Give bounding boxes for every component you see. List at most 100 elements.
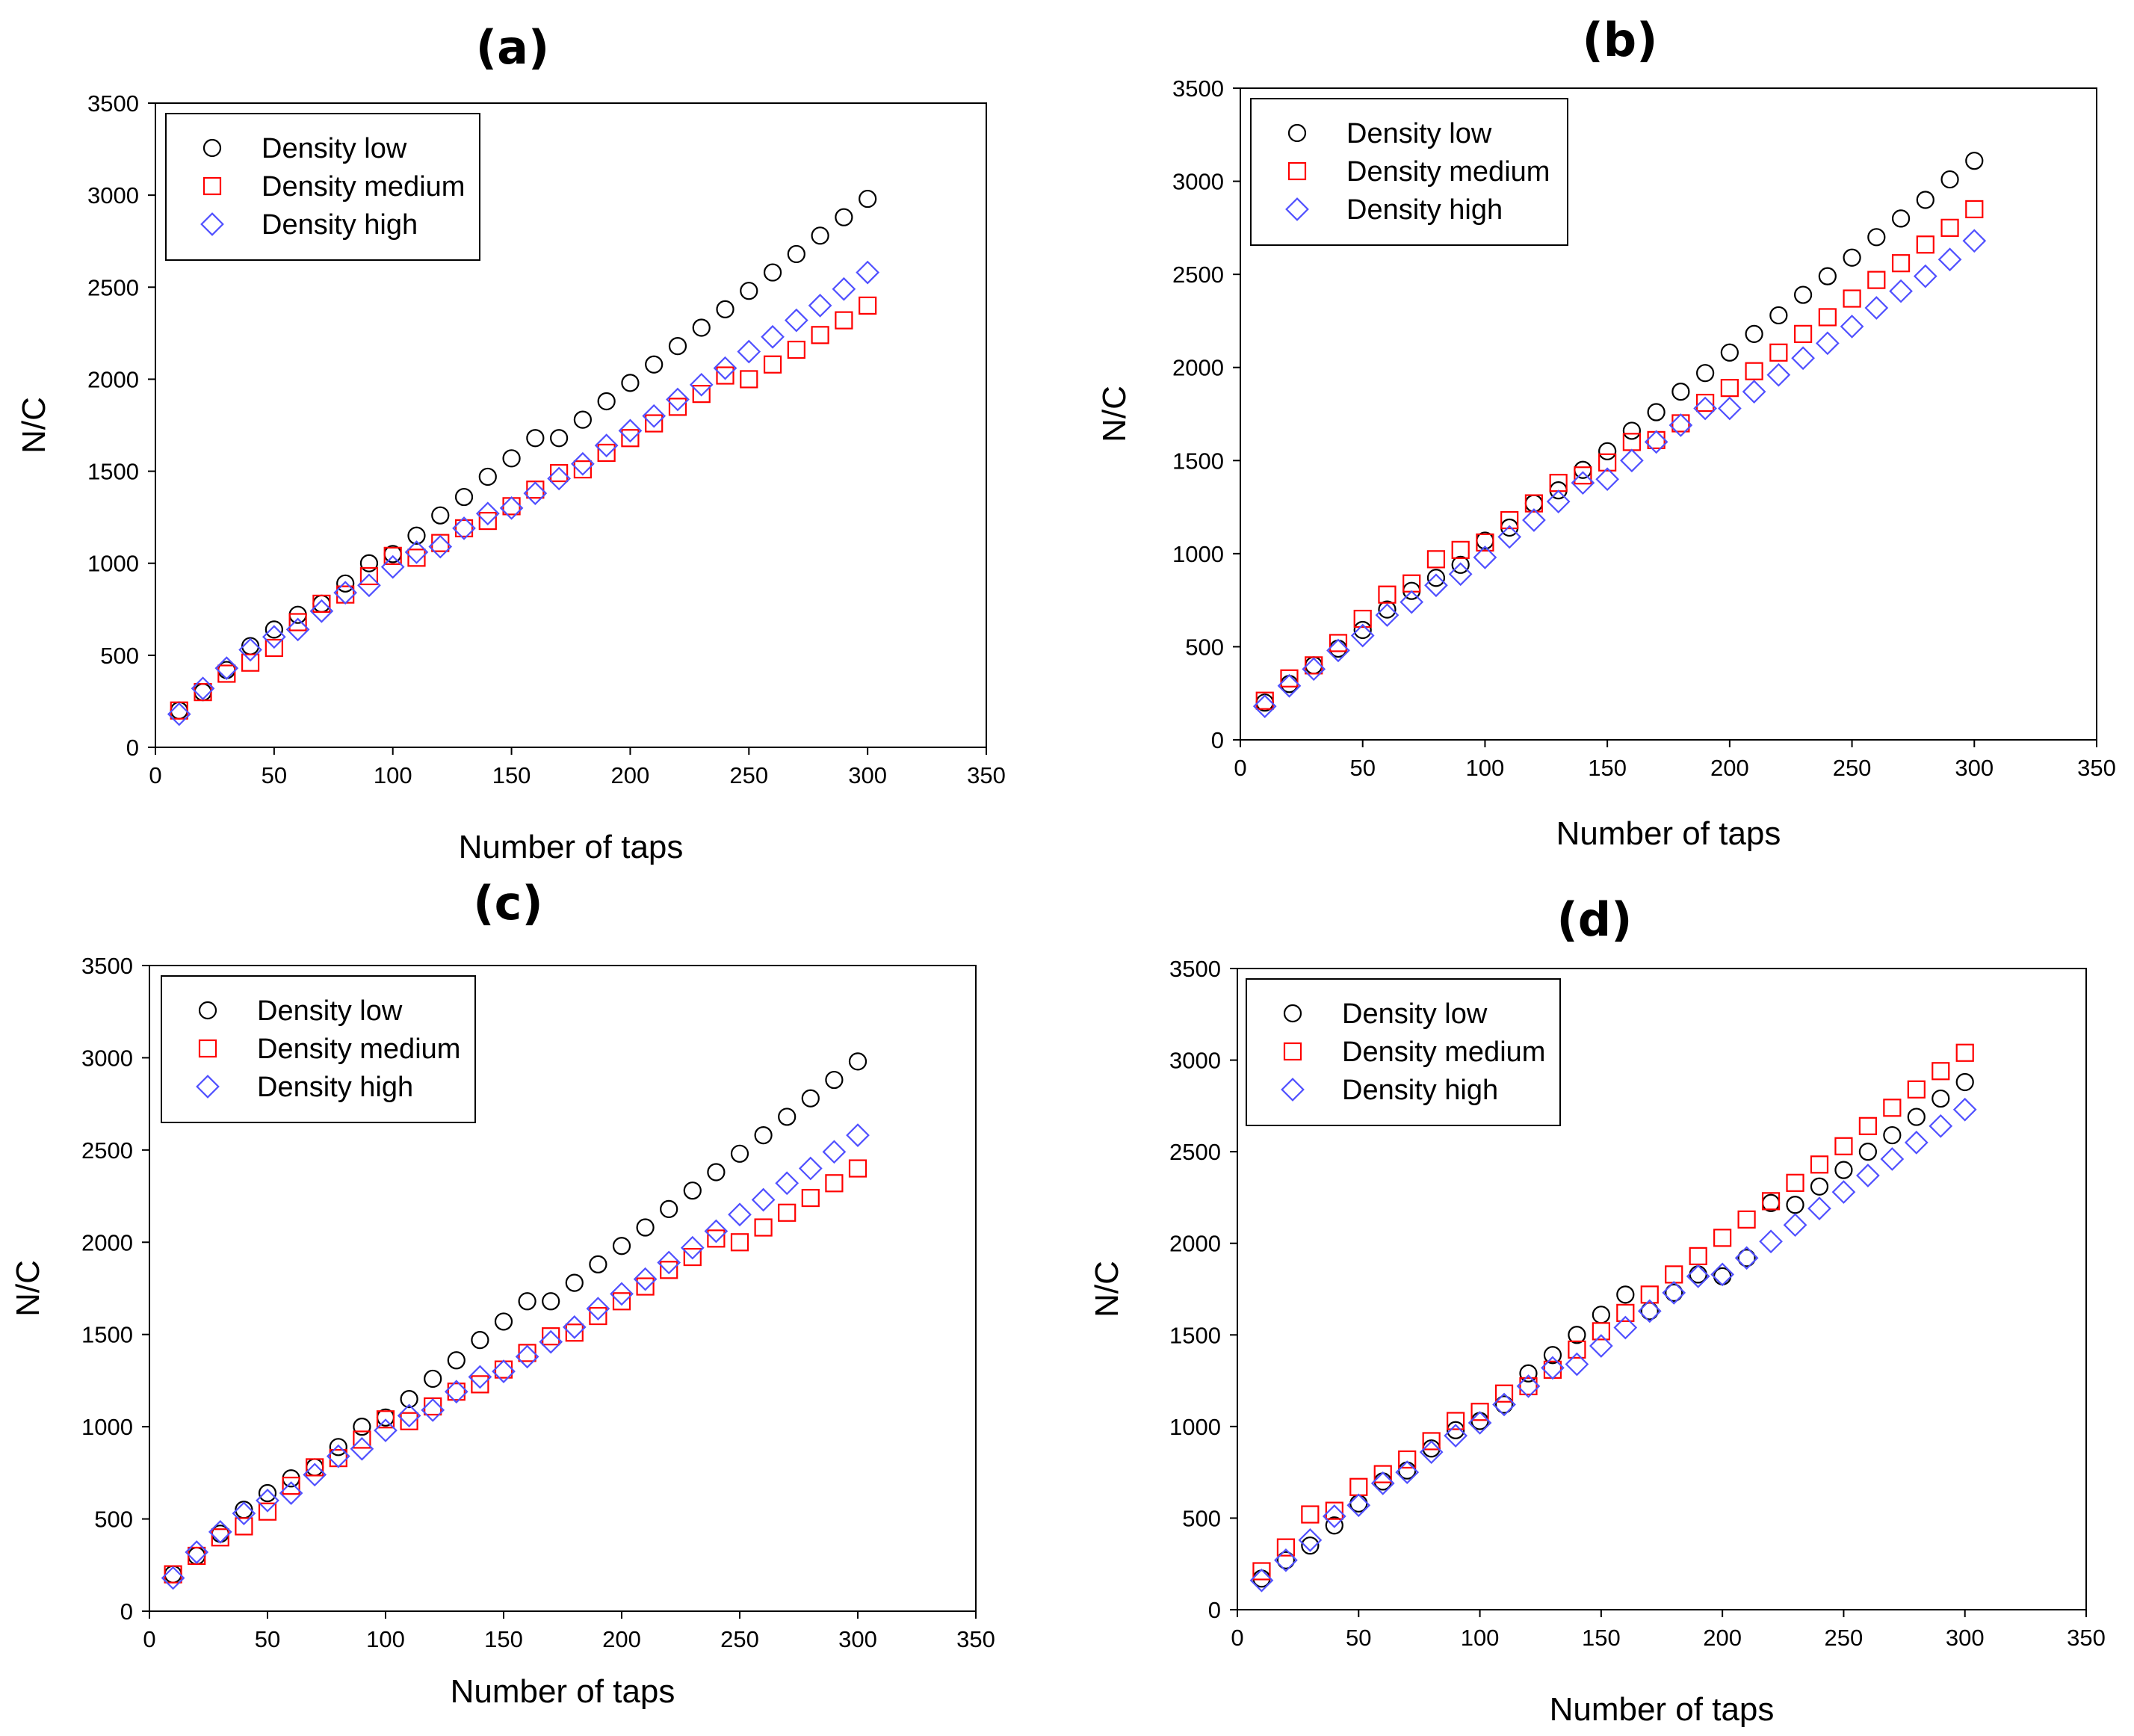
data-point-density-low — [1745, 324, 1763, 343]
data-point-density-medium — [859, 296, 877, 315]
chart-svg-a: (a)0 50 100 150 200 250 300 3500500100015002000… — [16, 20, 1006, 865]
data-point-density-low — [1305, 656, 1323, 675]
data-point-density-low — [258, 1483, 277, 1503]
data-point-density-high — [1350, 623, 1375, 648]
data-point-density-low — [235, 1501, 253, 1519]
legend: Density low Density medium Density high — [165, 113, 480, 261]
data-point-density-high — [1395, 1460, 1420, 1484]
data-point-density-low — [1301, 1536, 1320, 1555]
data-point-density-medium — [1932, 1062, 1950, 1081]
data-point-density-low — [1665, 1283, 1683, 1303]
data-point-density-medium — [668, 398, 687, 416]
data-point-density-high — [1710, 1262, 1734, 1287]
data-point-density-medium — [1891, 254, 1911, 273]
data-point-density-high — [262, 625, 286, 649]
data-point-density-high — [515, 1344, 539, 1369]
x-tick-label: 200 — [611, 762, 650, 788]
data-point-density-high — [1326, 638, 1350, 663]
data-point-density-high — [161, 1566, 185, 1590]
legend-box — [161, 975, 476, 1123]
data-point-density-medium — [1519, 1377, 1538, 1396]
data-point-density-high — [309, 599, 334, 623]
x-axis-label: Number of taps — [459, 829, 684, 865]
data-point-density-medium — [211, 1528, 229, 1547]
data-point-density-high — [303, 1462, 327, 1487]
x-tick-label: 200 — [1710, 755, 1749, 781]
y-tick-label: 2500 — [87, 274, 139, 300]
data-point-density-medium — [573, 460, 592, 479]
legend-marker-density-low — [198, 1001, 217, 1020]
data-point-density-low — [306, 1458, 324, 1477]
data-point-density-medium — [353, 1430, 371, 1449]
data-point-density-low — [359, 554, 379, 572]
data-point-density-low — [835, 208, 853, 226]
data-point-density-medium — [565, 1323, 584, 1342]
data-point-density-medium — [763, 355, 782, 374]
data-point-density-high — [523, 481, 548, 505]
data-point-density-high — [856, 260, 879, 285]
data-point-density-medium — [1786, 1173, 1804, 1192]
data-point-density-medium — [312, 594, 331, 613]
data-point-density-medium — [1640, 1285, 1659, 1304]
data-point-density-low — [542, 1292, 560, 1311]
data-point-density-low — [1955, 1072, 1974, 1092]
data-point-density-high — [689, 372, 714, 397]
x-tick-label: 150 — [492, 762, 531, 788]
data-point-density-medium — [478, 511, 497, 531]
data-point-density-high — [633, 1267, 658, 1291]
data-point-density-medium — [683, 1247, 702, 1267]
data-point-density-high — [1904, 1131, 1929, 1155]
data-point-density-medium — [1305, 656, 1323, 675]
y-tick-label: 500 — [94, 1507, 133, 1533]
data-point-density-high — [1274, 1548, 1298, 1572]
data-point-density-medium — [217, 664, 236, 683]
x-tick-label: 0 — [143, 1626, 155, 1652]
data-point-density-low — [1818, 267, 1837, 285]
data-point-density-high — [1637, 1299, 1662, 1323]
legend-marker-density-low — [1283, 1004, 1302, 1023]
data-point-density-high — [452, 516, 476, 540]
x-tick-label: 100 — [1461, 1625, 1500, 1651]
data-point-density-high — [586, 1297, 610, 1321]
data-point-density-medium — [1616, 1303, 1635, 1322]
plot-frame — [155, 102, 987, 748]
data-point-density-high — [784, 308, 808, 333]
data-point-density-high — [1840, 315, 1864, 339]
data-point-density-high — [539, 1329, 563, 1354]
data-point-density-low — [848, 1052, 867, 1071]
data-point-density-low — [1592, 1306, 1610, 1324]
legend: Density low Density medium Density high — [161, 975, 476, 1123]
data-point-density-medium — [1761, 1192, 1781, 1211]
data-point-density-high — [279, 1481, 303, 1505]
data-point-density-high — [214, 656, 239, 680]
x-tick-label: 250 — [729, 762, 768, 788]
x-tick-label: 100 — [1466, 755, 1505, 781]
data-point-density-low — [645, 355, 664, 374]
data-point-density-medium — [801, 1188, 820, 1208]
legend-marker-density-medium — [1283, 1042, 1302, 1061]
legend-label-density-medium: Density medium — [1346, 156, 1550, 188]
y-axis-label: N/C — [16, 397, 52, 454]
data-point-density-high — [326, 1444, 350, 1468]
x-tick-label: 0 — [1234, 755, 1246, 781]
data-point-density-medium — [1867, 271, 1886, 289]
data-point-density-low — [763, 263, 782, 282]
data-point-density-high — [1742, 380, 1766, 404]
data-point-density-low — [454, 487, 474, 507]
data-point-density-high — [191, 676, 215, 701]
y-axis-label: N/C — [1096, 386, 1133, 442]
data-point-density-high — [1252, 694, 1277, 719]
x-axis-label: Number of taps — [451, 1673, 675, 1710]
data-point-density-high — [594, 433, 619, 457]
x-tick-label: 250 — [720, 1626, 759, 1652]
chart-panel-b: (b) 0 50 100 150 200 250 300 350 0 500 1000 1500 2000… — [1067, 0, 2134, 867]
legend-marker-density-low — [202, 138, 222, 158]
data-point-density-low — [170, 701, 188, 720]
y-tick-label: 0 — [1208, 1597, 1221, 1623]
data-point-density-high — [642, 404, 667, 428]
x-tick-label: 350 — [2067, 1625, 2106, 1651]
data-point-density-medium — [660, 1261, 678, 1279]
data-point-density-medium — [1916, 235, 1934, 254]
data-point-density-medium — [518, 1344, 536, 1362]
data-point-density-low — [1494, 1395, 1514, 1414]
